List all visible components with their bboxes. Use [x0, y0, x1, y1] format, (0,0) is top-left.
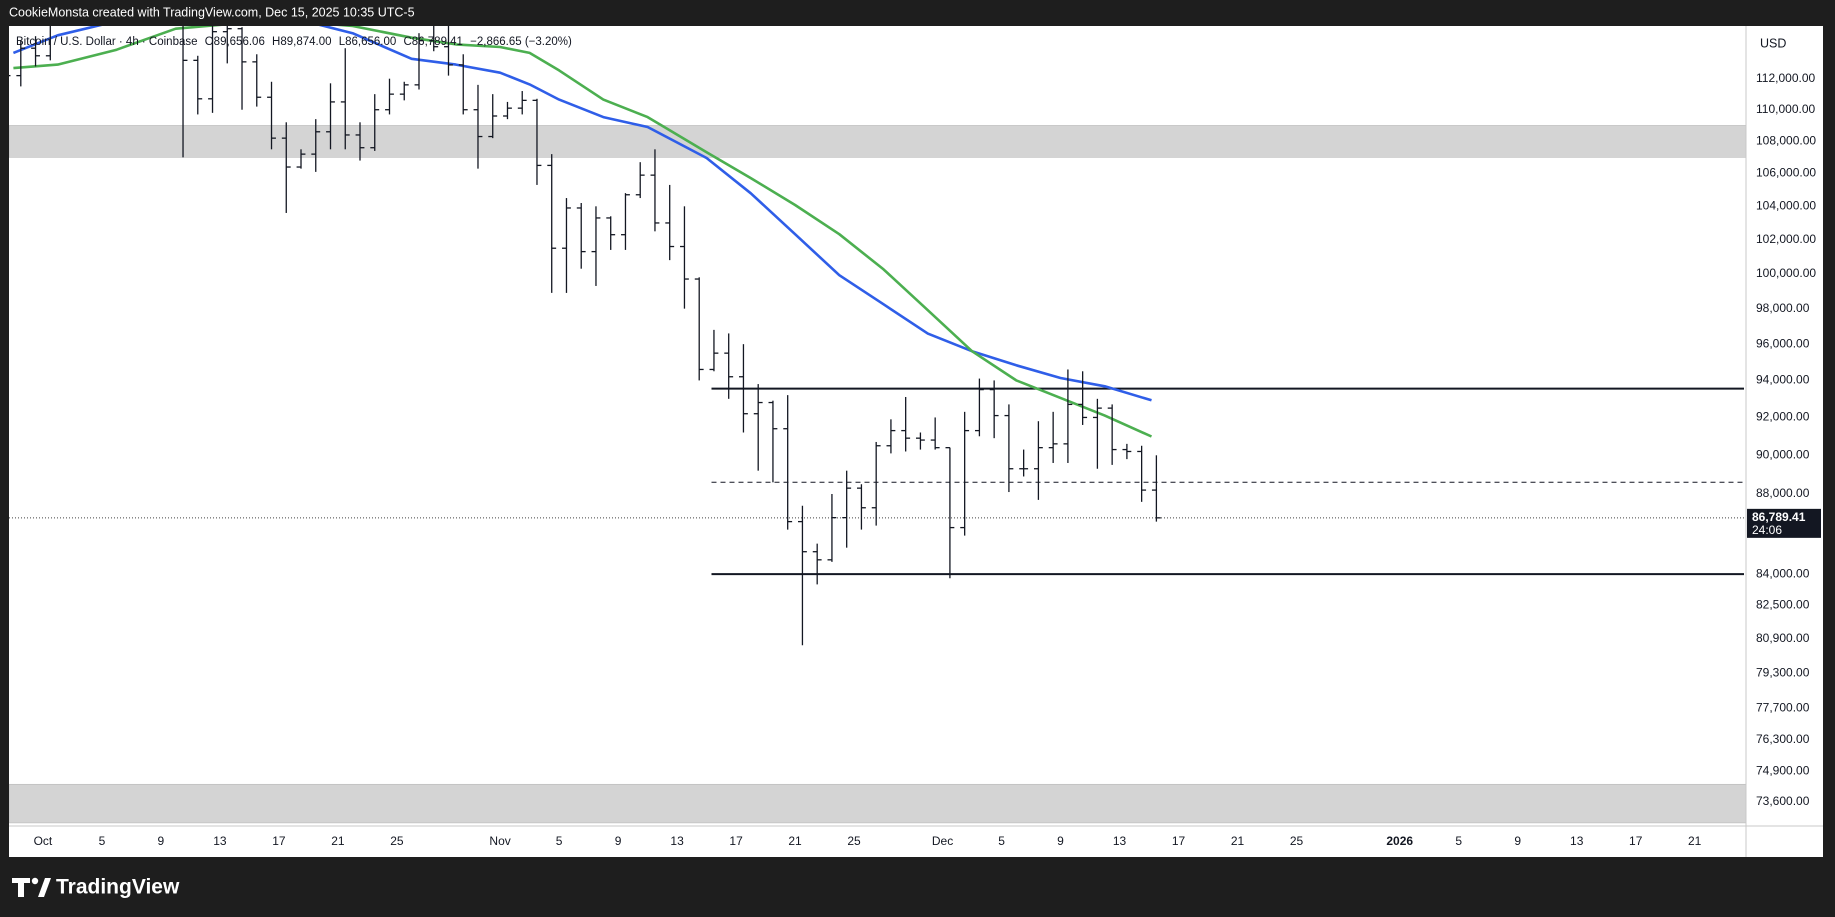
x-tick-label: 9: [1057, 834, 1064, 848]
y-tick-label: 98,000.00: [1756, 301, 1810, 315]
legend-close: C86,789.41: [403, 36, 462, 48]
x-tick-label: 25: [1290, 834, 1304, 848]
moving-average: [13, 26, 1153, 438]
x-tick-label: 17: [1629, 834, 1643, 848]
current-price-label: 86,789.41: [1752, 510, 1806, 524]
countdown-label: 24:06: [1752, 523, 1782, 537]
x-tick-label: 25: [390, 834, 404, 848]
x-tick-label: 17: [729, 834, 743, 848]
x-tick-label: 25: [847, 834, 861, 848]
x-tick-label: 5: [556, 834, 563, 848]
attribution: CookieMonsta created with TradingView.co…: [9, 5, 415, 19]
y-tick-label: 74,900.00: [1756, 764, 1810, 778]
y-tick-label: 110,000.00: [1756, 102, 1815, 116]
y-tick-label: 92,000.00: [1756, 410, 1810, 424]
legend-open: O89,656.06: [205, 36, 265, 48]
x-tick-label: Nov: [489, 834, 510, 848]
y-tick-label: 94,000.00: [1756, 373, 1810, 387]
x-tick-label: 13: [670, 834, 684, 848]
y-tick-label: 79,300.00: [1756, 665, 1810, 679]
y-tick-label: 76,300.00: [1756, 732, 1810, 746]
x-tick-label: Dec: [932, 834, 953, 848]
y-tick-label: 84,000.00: [1756, 566, 1810, 580]
y-tick-label: 96,000.00: [1756, 336, 1810, 350]
zone: [9, 125, 1746, 158]
x-tick-label: 17: [272, 834, 286, 848]
y-tick-label: 108,000.00: [1756, 133, 1816, 147]
x-tick-label: Oct: [34, 834, 53, 848]
chart-panel: [9, 26, 1823, 857]
y-tick-label: 106,000.00: [1756, 166, 1816, 180]
y-tick-label: 102,000.00: [1756, 232, 1816, 246]
y-tick-label: 82,500.00: [1756, 597, 1810, 611]
currency-label: USD: [1760, 36, 1786, 50]
zone: [9, 783, 1746, 824]
x-tick-label: 13: [213, 834, 227, 848]
x-tick-label: 9: [158, 834, 165, 848]
x-tick-label: 13: [1570, 834, 1584, 848]
x-tick-label: 9: [1514, 834, 1521, 848]
legend-symbol: Bitcoin / U.S. Dollar · 4h · Coinbase: [16, 36, 198, 48]
legend-line: Bitcoin / U.S. Dollar · 4h · Coinbase O8…: [16, 36, 572, 48]
plot-area: [9, 26, 1746, 824]
x-tick-label: 13: [1113, 834, 1127, 848]
y-tick-label: 88,000.00: [1756, 486, 1810, 500]
x-tick-label: 5: [99, 834, 106, 848]
x-tick-label: 21: [1231, 834, 1245, 848]
x-tick-label: 5: [998, 834, 1005, 848]
x-tick-label: 21: [331, 834, 345, 848]
y-tick-label: 90,000.00: [1756, 447, 1810, 461]
x-tick-label: 21: [788, 834, 802, 848]
logo-mark: [12, 878, 30, 897]
y-tick-label: 77,700.00: [1756, 701, 1810, 715]
x-tick-label: 17: [1172, 834, 1186, 848]
logo-dot: [31, 877, 39, 885]
y-tick-label: 80,900.00: [1756, 631, 1810, 645]
legend-change: −2,866.65 (−3.20%): [470, 36, 572, 48]
y-tick-label: 100,000.00: [1756, 266, 1816, 280]
axes: 73,600.00 74,900.00 76,300.00 77,700.00 79,3…: [34, 71, 1821, 848]
x-tick-label: 5: [1455, 834, 1462, 848]
x-tick-label: 9: [615, 834, 622, 848]
brand: TradingView: [56, 876, 180, 899]
x-tick-label: 21: [1688, 834, 1702, 848]
y-tick-label: 104,000.00: [1756, 198, 1816, 212]
legend: Bitcoin / U.S. Dollar · 4h · Coinbase O8…: [16, 36, 572, 48]
legend-high: H89,874.00: [272, 36, 331, 48]
logo-slash: [38, 878, 51, 897]
y-tick-label: 73,600.00: [1756, 794, 1810, 808]
footer-logo: TradingView: [12, 876, 180, 899]
y-tick-label: 112,000.00: [1756, 71, 1815, 85]
legend-low: L86,656.00: [339, 36, 397, 48]
x-tick-label: 2026: [1386, 834, 1413, 848]
current-price-tag: [1747, 508, 1821, 538]
